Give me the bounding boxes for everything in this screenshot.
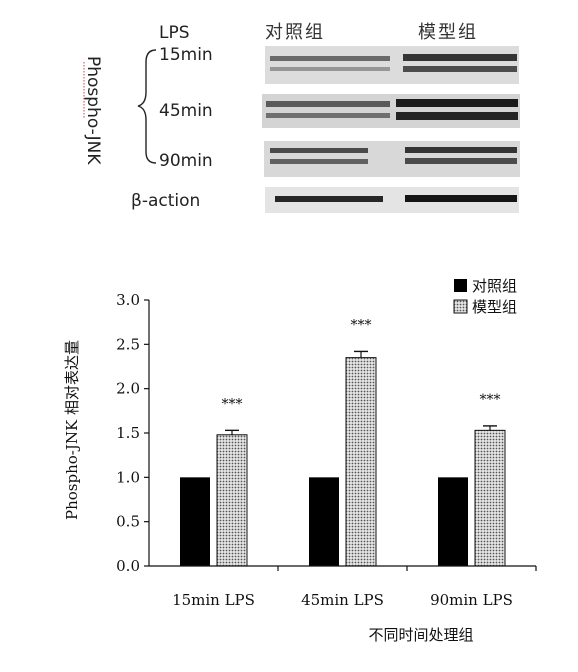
lps-label: LPS (159, 23, 190, 43)
legend-swatch-control (454, 279, 467, 292)
x-category-label: 45min LPS (301, 591, 384, 609)
legend: 对照组 模型组 (453, 277, 517, 316)
bar-control (438, 477, 468, 566)
significance-mark: *** (222, 396, 243, 412)
error-bars (225, 350, 497, 435)
bar-control (180, 477, 210, 566)
y-tick-label: 3.0 (116, 291, 140, 309)
row-label-15min: 15min (159, 45, 213, 65)
column-label-model: 模型组 (418, 22, 478, 43)
y-tick-label: 0.0 (116, 557, 140, 575)
significance-mark: *** (351, 317, 372, 333)
blot-strip-15min (265, 46, 519, 84)
bar-model (345, 357, 377, 567)
phospho-jnk-label: Phospho-JNK (83, 56, 103, 165)
y-axis-ticks: 0.0 0.5 1.0 1.5 2.0 2.5 3.0 (116, 291, 537, 575)
row-label-90min: 90min (159, 151, 213, 171)
y-tick-label: 2.5 (116, 335, 140, 353)
bar-control (309, 477, 339, 566)
legend-label-model: 模型组 (472, 298, 517, 316)
row-bracket (137, 49, 157, 164)
blot-strip-beta-action (265, 187, 519, 213)
row-label-beta-action: β-action (131, 191, 200, 211)
legend-label-control: 对照组 (472, 277, 517, 295)
x-axis-title: 不同时间处理组 (368, 626, 473, 644)
y-tick-label: 1.5 (116, 424, 140, 442)
significance-mark: *** (480, 392, 501, 408)
row-label-45min: 45min (159, 101, 213, 121)
x-axis-labels: 15min LPS 45min LPS 90min LPS (172, 591, 513, 609)
western-blot-panel: LPS 对照组 模型组 Phospho-JNK 15min 45min 90mi… (83, 22, 520, 213)
x-category-label: 90min LPS (430, 591, 513, 609)
bar-model (216, 434, 248, 567)
y-axis-title: Phospho-JNK 相对表达量 (63, 340, 81, 520)
blot-strip-45min (262, 94, 520, 128)
bar-chart: 0.0 0.5 1.0 1.5 2.0 2.5 3.0 *** *** *** 15min LP… (63, 277, 537, 644)
bar-model (474, 429, 506, 567)
y-tick-label: 0.5 (116, 513, 140, 531)
x-category-label: 15min LPS (172, 591, 255, 609)
y-tick-label: 1.0 (116, 468, 140, 486)
legend-swatch-model (453, 299, 468, 314)
bars (180, 357, 506, 567)
significance-annotations: *** *** *** (222, 317, 501, 412)
y-tick-label: 2.0 (116, 380, 140, 398)
blot-strip-90min (264, 141, 520, 177)
column-label-control: 对照组 (265, 22, 325, 43)
